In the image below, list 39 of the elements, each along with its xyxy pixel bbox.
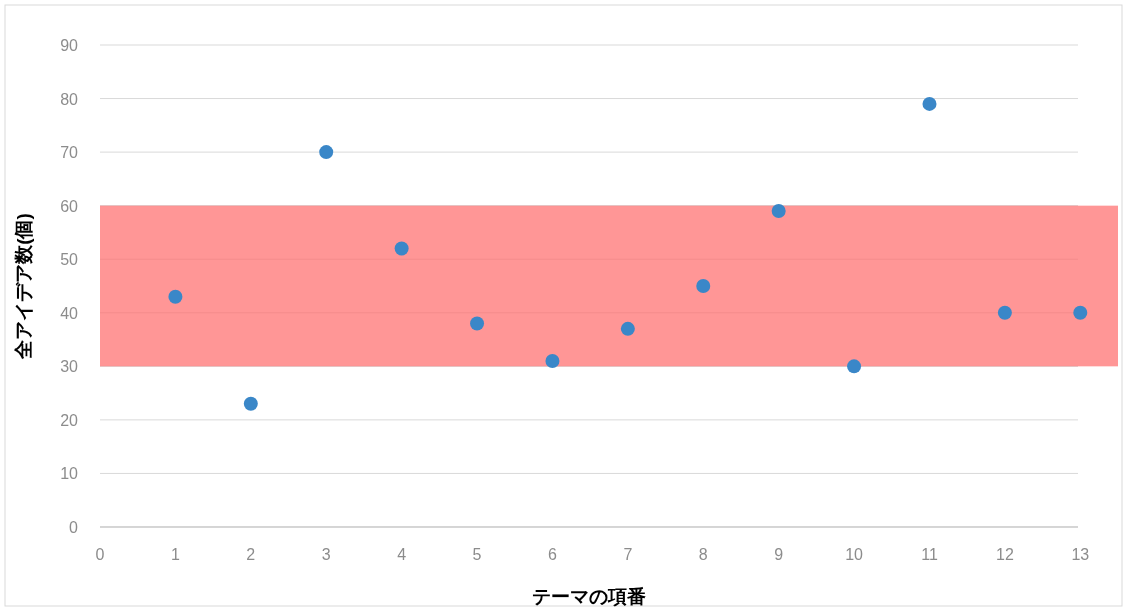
point bbox=[470, 316, 485, 331]
x-tick-label: 0 bbox=[95, 546, 105, 563]
point bbox=[696, 279, 711, 293]
x-tick-label: 4 bbox=[397, 546, 407, 563]
y-tick-label: 30 bbox=[60, 358, 79, 376]
x-tick-label: 13 bbox=[1071, 546, 1090, 563]
point bbox=[243, 396, 258, 411]
x-tick-label: 1 bbox=[170, 546, 180, 563]
x-tick-label: 3 bbox=[321, 546, 331, 563]
point bbox=[545, 353, 560, 368]
y-tick-label: 90 bbox=[60, 37, 79, 54]
point bbox=[319, 145, 334, 160]
x-tick-label: 10 bbox=[845, 546, 864, 563]
x-tick-label: 2 bbox=[246, 546, 256, 563]
y-tick-label: 60 bbox=[60, 197, 79, 215]
x-tick-label: 5 bbox=[472, 546, 482, 563]
point bbox=[771, 204, 786, 219]
y-tick-label: 40 bbox=[60, 304, 79, 322]
y-tick-label: 0 bbox=[69, 519, 79, 536]
point bbox=[847, 359, 862, 374]
x-tick-label: 11 bbox=[921, 546, 938, 563]
x-tick-label: 9 bbox=[774, 546, 784, 563]
x-tick-label: 8 bbox=[698, 546, 708, 563]
x-tick-label: 6 bbox=[547, 546, 557, 563]
y-axis-title: 全アイデア数(個) bbox=[13, 213, 34, 360]
x-axis-title: テーマの項番 bbox=[532, 586, 646, 607]
point bbox=[1073, 305, 1088, 320]
point bbox=[997, 305, 1012, 320]
x-tick-label: 12 bbox=[995, 546, 1014, 563]
point bbox=[922, 96, 937, 111]
y-tick-label: 70 bbox=[60, 144, 79, 162]
x-tick-label: 7 bbox=[623, 546, 633, 563]
point bbox=[168, 289, 183, 304]
y-tick-label: 50 bbox=[60, 251, 79, 269]
point bbox=[394, 241, 409, 256]
y-tick-label: 80 bbox=[60, 90, 79, 108]
y-tick-label: 10 bbox=[60, 465, 79, 483]
y-tick-label: 20 bbox=[60, 411, 79, 429]
point bbox=[620, 321, 635, 336]
